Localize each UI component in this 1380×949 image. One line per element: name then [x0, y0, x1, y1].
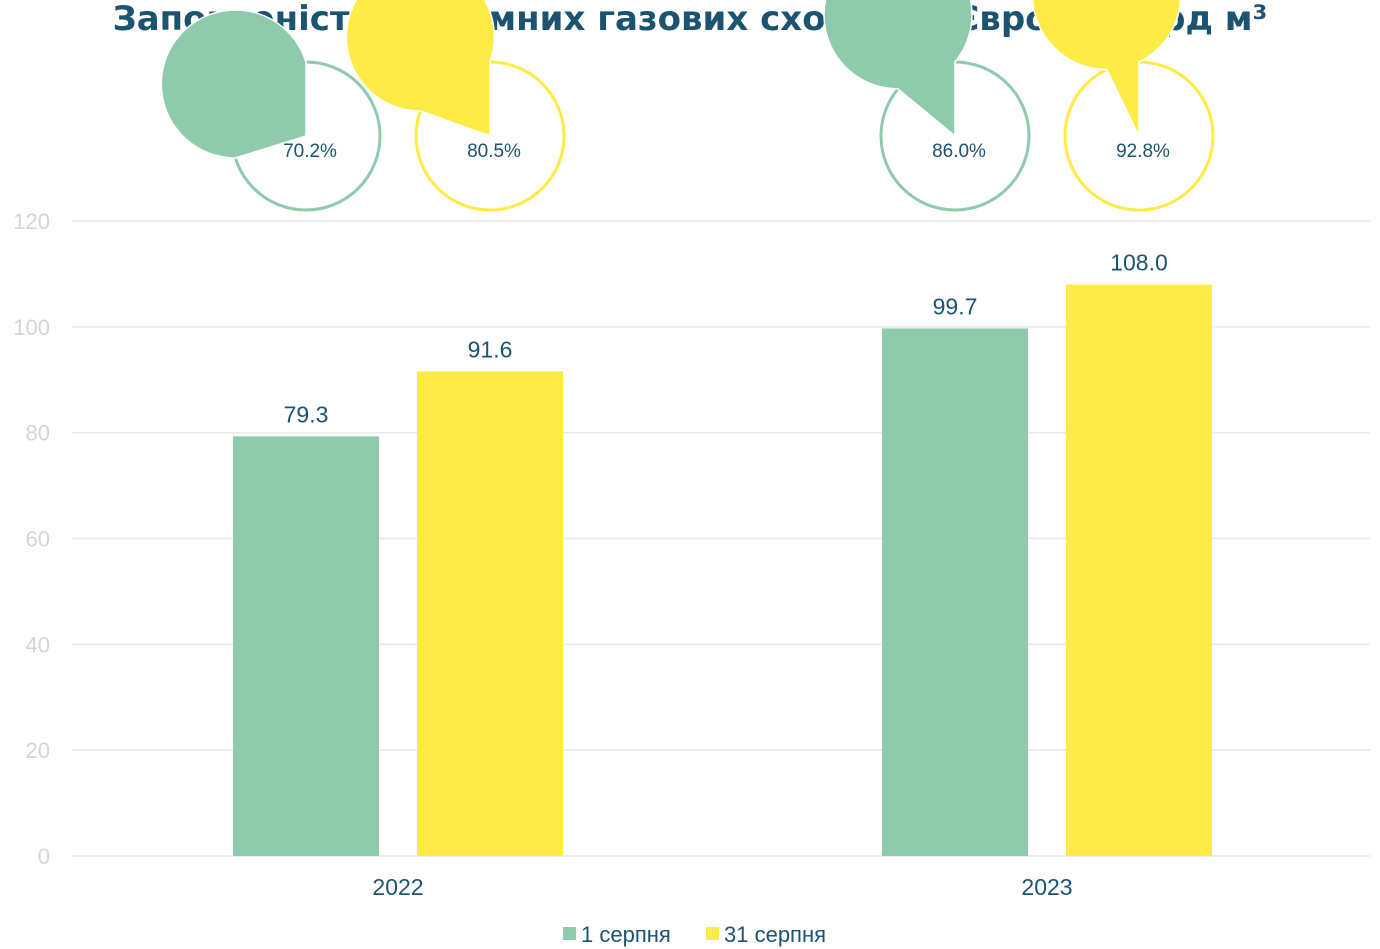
y-tick-label: 40: [26, 632, 50, 657]
pie-slice-filled: [823, 0, 973, 138]
pie-slice-filled: [1032, 0, 1182, 137]
y-tick-label: 120: [13, 209, 50, 234]
bar-value-label: 99.7: [933, 293, 978, 319]
pie-slice-filled: [345, 0, 496, 138]
y-tick-label: 0: [38, 844, 50, 869]
y-tick-label: 100: [13, 315, 50, 340]
legend-label: 31 серпня: [724, 922, 826, 947]
x-axis-ticks: 2022 2023: [372, 874, 1072, 900]
y-tick-label: 80: [26, 421, 50, 446]
fill-pies: 70.2% 80.5% 86.0% 92.8%: [160, 0, 1215, 212]
pie-percent-label: 80.5%: [467, 141, 521, 162]
pie-percent-label: 86.0%: [932, 141, 986, 162]
legend-swatch: [706, 927, 719, 940]
bar-value-label: 108.0: [1110, 250, 1168, 276]
bar-value-label: 79.3: [284, 401, 329, 427]
x-tick-label: 2023: [1021, 874, 1072, 900]
y-axis-ticks: 0 20 40 60 80 100 120: [13, 209, 50, 869]
bars: 79.3 91.6 99.7 108.0: [233, 250, 1212, 856]
bar: [233, 436, 379, 856]
legend-label: 1 серпня: [581, 922, 671, 947]
legend-swatch: [563, 927, 576, 940]
y-tick-label: 20: [26, 738, 50, 763]
bar-value-label: 91.6: [468, 336, 513, 362]
bar: [417, 371, 563, 856]
pie-percent-label: 70.2%: [283, 141, 337, 162]
legend: 1 серпня 31 серпня: [563, 922, 826, 947]
y-tick-label: 60: [26, 527, 50, 552]
bar: [882, 328, 1028, 856]
bar: [1066, 284, 1212, 856]
pie-slice-filled: [160, 9, 307, 159]
x-tick-label: 2022: [372, 874, 423, 900]
pie-percent-label: 92.8%: [1116, 141, 1170, 162]
